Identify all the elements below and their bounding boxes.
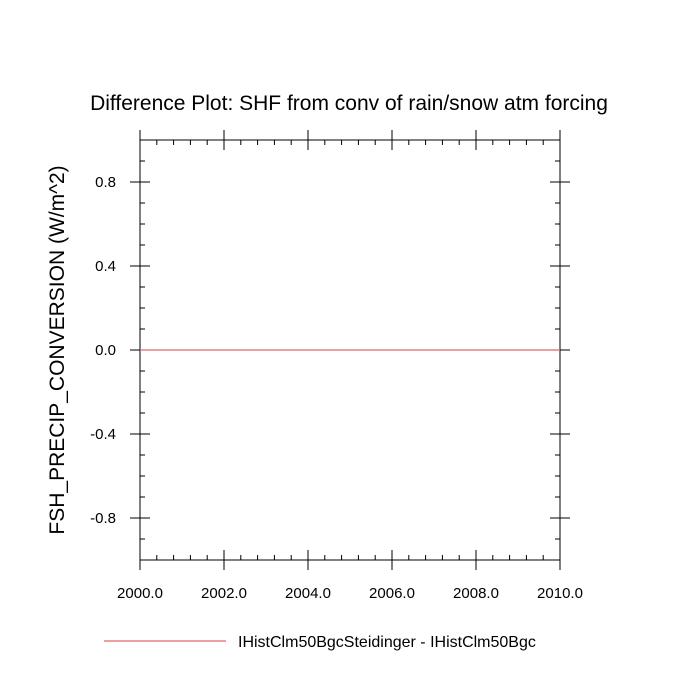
legend-label: IHistClm50BgcSteidinger - IHistClm50Bgc xyxy=(238,634,536,651)
y-tick-label: 0.8 xyxy=(95,174,116,191)
y-tick-label: -0.8 xyxy=(90,510,116,527)
major-ticks xyxy=(130,130,570,570)
y-tick-labels: -0.8 -0.4 0.0 0.4 0.8 xyxy=(90,174,116,527)
minor-ticks xyxy=(140,139,560,561)
x-tick-label: 2004.0 xyxy=(285,585,331,602)
y-axis-label: FSH_PRECIP_CONVERSION (W/m^2) xyxy=(46,165,69,534)
y-tick-label: 0.4 xyxy=(95,258,116,275)
x-tick-label: 2008.0 xyxy=(453,585,499,602)
legend: IHistClm50BgcSteidinger - IHistClm50Bgc xyxy=(104,634,536,651)
chart-title: Difference Plot: SHF from conv of rain/s… xyxy=(90,92,608,115)
x-tick-label: 2002.0 xyxy=(201,585,247,602)
x-tick-label: 2000.0 xyxy=(117,585,163,602)
x-tick-labels: 2000.0 2002.0 2004.0 2006.0 2008.0 2010.0 xyxy=(117,585,583,602)
y-tick-label: -0.4 xyxy=(90,426,116,443)
x-tick-label: 2010.0 xyxy=(537,585,583,602)
y-tick-label: 0.0 xyxy=(95,342,116,359)
x-tick-label: 2006.0 xyxy=(369,585,415,602)
